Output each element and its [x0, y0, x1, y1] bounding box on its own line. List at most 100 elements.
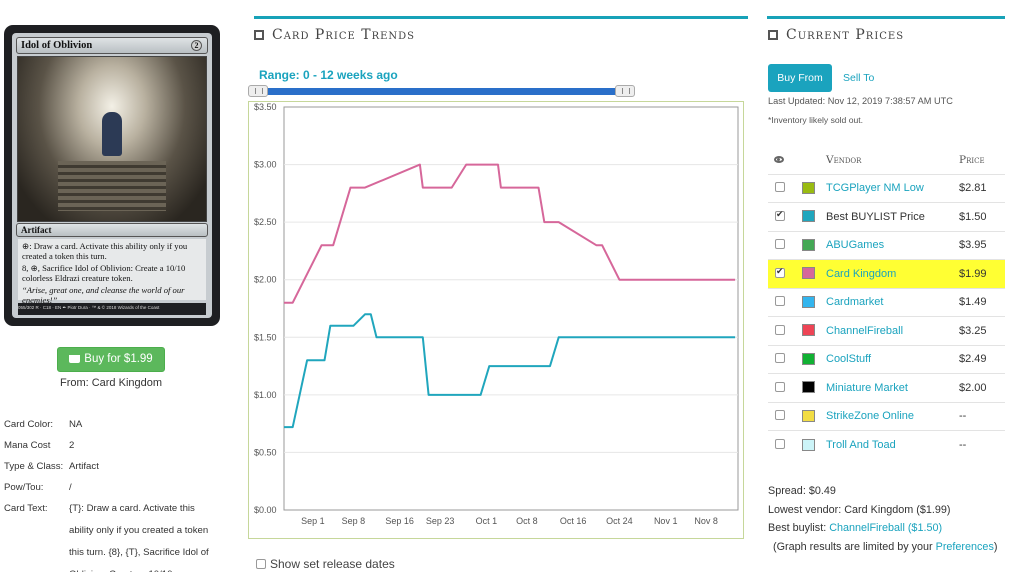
- range-slider[interactable]: [248, 85, 635, 97]
- vendor-name-link[interactable]: StrikeZone Online: [826, 401, 959, 431]
- vendor-visibility-checkbox[interactable]: [775, 239, 785, 250]
- vendor-visibility-cell[interactable]: [768, 173, 802, 203]
- vendor-visibility-checkbox[interactable]: [775, 381, 785, 392]
- vendor-color-swatch: [802, 409, 815, 422]
- vendor-name-link[interactable]: Cardmarket: [826, 287, 959, 317]
- visibility-column-header: [768, 146, 802, 174]
- graph-note: (Graph results are limited by your Prefe…: [768, 538, 997, 557]
- tab-sell-to[interactable]: Sell To: [843, 72, 875, 84]
- last-updated: Last Updated: Nov 12, 2019 7:38:57 AM UT…: [768, 96, 953, 106]
- card-footer: 055/302 R · C18 · EN ✒ Piotr Dura · ™ & …: [18, 303, 206, 315]
- graph-note-end: ): [993, 540, 998, 553]
- card-name: Idol of Oblivion: [21, 40, 93, 51]
- vendor-name-link[interactable]: Miniature Market: [826, 373, 959, 402]
- vendor-visibility-cell[interactable]: [768, 259, 802, 288]
- lowest-vendor: Lowest vendor: Card Kingdom ($1.99): [768, 503, 951, 516]
- vendor-visibility-cell[interactable]: [768, 344, 802, 374]
- vendor-row[interactable]: Cardmarket $1.49: [768, 287, 1005, 317]
- vendor-name-link[interactable]: CoolStuff: [826, 344, 959, 374]
- vendor-column-header: Vendor: [826, 153, 862, 166]
- detail-value: {T}: Draw a card. Activate this ability …: [69, 503, 209, 572]
- best-buylist-link[interactable]: ChannelFireball ($1.50): [829, 522, 943, 534]
- vendor-color-swatch: [802, 267, 815, 280]
- vendor-visibility-checkbox[interactable]: [775, 439, 785, 449]
- vendor-visibility-checkbox[interactable]: [775, 324, 785, 335]
- vendor-color-swatch: [802, 438, 815, 451]
- current-prices-title: Current Prices: [786, 27, 905, 43]
- inventory-note: *Inventory likely sold out.: [768, 115, 864, 125]
- vendor-visibility-checkbox[interactable]: [775, 209, 785, 221]
- vendor-visibility-cell[interactable]: [768, 287, 802, 317]
- vendor-visibility-cell[interactable]: [768, 316, 802, 345]
- vendor-price: $3.25: [959, 316, 1005, 345]
- vendor-visibility-cell[interactable]: [768, 373, 802, 402]
- detail-row: Mana Cost 2: [4, 435, 224, 456]
- y-tick-label: $2.50: [254, 217, 277, 227]
- price-trends-title: Card Price Trends: [272, 27, 416, 43]
- x-axis-ticks: Sep 1 Sep 8 Sep 16 Sep 23 Oct 1 Oct 8 Oct 16 Oc…: [301, 516, 718, 526]
- vendor-row[interactable]: StrikeZone Online --: [768, 401, 1005, 431]
- vendor-visibility-cell[interactable]: [768, 430, 802, 459]
- vendor-visibility-cell[interactable]: [768, 202, 802, 231]
- vendor-color-swatch: [802, 324, 815, 337]
- vendor-price: $1.49: [959, 287, 1005, 317]
- vendor-table-header: Vendor Price: [768, 146, 1005, 174]
- show-release-dates-toggle[interactable]: Show set release dates: [256, 557, 395, 571]
- vendor-visibility-cell[interactable]: [768, 230, 802, 260]
- cart-icon: [69, 355, 81, 363]
- vendor-visibility-cell[interactable]: [768, 401, 802, 431]
- vendor-row[interactable]: ABUGames $3.95: [768, 230, 1005, 260]
- preferences-link[interactable]: Preferences: [935, 540, 994, 553]
- vendor-visibility-checkbox[interactable]: [775, 353, 785, 364]
- tab-buy-from[interactable]: Buy From: [768, 64, 832, 92]
- y-axis-ticks: $0.00 $0.50 $1.00 $1.50 $2.00 $2.50 $3.00 $3.50: [254, 102, 277, 515]
- vendor-name-link[interactable]: Best BUYLIST Price: [826, 202, 959, 231]
- vendor-row[interactable]: Best BUYLIST Price$1.50: [768, 202, 1005, 231]
- card-rules-text: ⊕: Draw a card. Activate this ability on…: [18, 239, 206, 305]
- vendor-name-link[interactable]: ABUGames: [826, 230, 959, 260]
- y-tick-label: $0.50: [254, 447, 277, 457]
- range-slider-right-handle[interactable]: [615, 85, 635, 97]
- y-tick-label: $3.00: [254, 160, 277, 170]
- detail-value: NA: [69, 419, 83, 430]
- detail-label: Mana Cost: [4, 440, 51, 451]
- x-tick-label: Sep 8: [342, 516, 366, 526]
- vendor-name-link[interactable]: TCGPlayer NM Low: [826, 173, 959, 203]
- vendor-name-link[interactable]: Troll And Toad: [826, 430, 959, 459]
- spread: Spread: $0.49: [768, 485, 836, 497]
- vendor-name-link[interactable]: ChannelFireball: [826, 316, 959, 345]
- buy-button[interactable]: Buy for $1.99: [57, 347, 165, 372]
- vendor-swatch-cell: [802, 202, 826, 231]
- buy-button-label: Buy for $1.99: [84, 353, 153, 365]
- show-release-dates-checkbox[interactable]: [256, 559, 266, 569]
- vendor-row[interactable]: Troll And Toad --: [768, 430, 1005, 459]
- x-tick-label: Sep 1: [301, 516, 325, 526]
- detail-label: Card Color:: [4, 419, 54, 430]
- chart-series: [284, 163, 736, 429]
- vendor-row[interactable]: Miniature Market $2.00: [768, 373, 1005, 402]
- vendor-price: $2.00: [959, 373, 1005, 402]
- vendor-swatch-cell: [802, 344, 826, 374]
- vendor-row[interactable]: Card Kingdom$1.99: [768, 259, 1005, 288]
- range-slider-left-handle[interactable]: [248, 85, 268, 97]
- range-slider-track[interactable]: [258, 88, 625, 95]
- vendor-price: $2.81: [959, 173, 1005, 203]
- x-tick-label: Sep 16: [385, 516, 414, 526]
- vendor-price: $1.50: [959, 202, 1005, 231]
- vendor-name-link[interactable]: Card Kingdom: [826, 259, 959, 288]
- price-column-header: Price: [959, 153, 985, 166]
- card-image: Idol of Oblivion 2 Artifact ⊕: Draw a ca…: [4, 25, 220, 326]
- vendor-visibility-checkbox[interactable]: [775, 182, 785, 193]
- buy-from-vendor: Card Kingdom: [91, 377, 163, 389]
- vendor-visibility-checkbox[interactable]: [775, 296, 785, 307]
- vendor-row[interactable]: TCGPlayer NM Low $2.81: [768, 173, 1005, 203]
- eye-icon: [774, 155, 784, 163]
- vendor-swatch-cell: [802, 430, 826, 459]
- detail-row: Card Color: NA: [4, 414, 224, 435]
- buy-from-label: From:: [59, 377, 89, 389]
- vendor-visibility-checkbox[interactable]: [775, 266, 785, 278]
- vendor-row[interactable]: CoolStuff $2.49: [768, 344, 1005, 374]
- vendor-price: $2.49: [959, 344, 1005, 374]
- vendor-visibility-checkbox[interactable]: [775, 410, 785, 421]
- vendor-row[interactable]: ChannelFireball $3.25: [768, 316, 1005, 345]
